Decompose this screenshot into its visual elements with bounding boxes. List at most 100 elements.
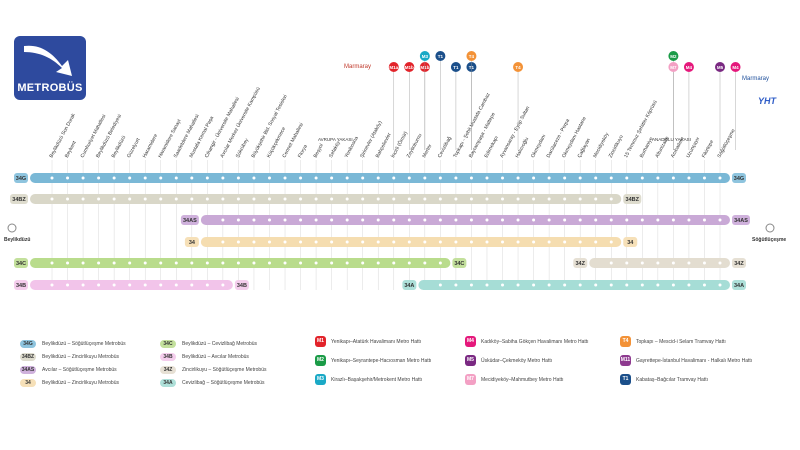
stop-dot — [190, 197, 194, 201]
route-bar[interactable] — [30, 258, 451, 268]
stop-dot — [361, 218, 365, 222]
station-label[interactable]: Sefaköy — [328, 140, 342, 159]
stop-dot — [392, 176, 396, 180]
station-label[interactable]: Florya — [297, 144, 309, 159]
station-label[interactable]: Halıcıoğlu — [515, 136, 531, 159]
route-34a[interactable]: 34A 34A — [402, 280, 746, 290]
stop-dot — [516, 283, 520, 287]
stop-dot — [501, 197, 505, 201]
asia-side-label: ANADOLU YAKASI — [652, 137, 691, 142]
legend-route-name: Beylikdüzü – Söğütlüçeşme Metrobüs — [42, 341, 126, 347]
route-bar[interactable] — [30, 173, 730, 183]
transfer-badge[interactable] — [450, 62, 461, 72]
transfer-badge[interactable] — [404, 62, 415, 72]
station-label[interactable]: Okmeydanı — [530, 134, 547, 159]
legend-route-badge: 34 — [20, 379, 36, 387]
route-bar[interactable] — [418, 280, 730, 290]
stop-dot — [687, 261, 691, 265]
route-34c[interactable]: 34C 34C — [14, 258, 467, 268]
transfer-badge-text: M5 — [717, 65, 724, 70]
stop-dot — [407, 197, 411, 201]
stop-dot — [407, 218, 411, 222]
transfer-badge-text: T4 — [515, 65, 521, 70]
stop-dot — [299, 240, 303, 244]
transfer-badge[interactable] — [466, 51, 477, 61]
stop-dot — [81, 283, 85, 287]
route-code-text: 34C — [16, 261, 26, 267]
station-label[interactable]: Beşyol — [313, 143, 325, 159]
stop-dot — [81, 176, 85, 180]
station-label[interactable]: Cevizlibağ — [437, 136, 453, 159]
route-bar[interactable] — [30, 280, 233, 290]
route-34[interactable]: 34 34 — [184, 237, 638, 247]
stop-dot — [314, 261, 318, 265]
route-34as[interactable]: 34AS 34AS — [180, 215, 750, 225]
legend-route-badge: 34A — [160, 379, 176, 387]
station-label[interactable]: Fikirtepe — [701, 139, 715, 159]
route-34b[interactable]: 34B 34B — [14, 280, 249, 290]
stop-dot — [594, 197, 598, 201]
stop-dot — [563, 240, 567, 244]
route-34g[interactable]: 34G 34G — [14, 173, 746, 183]
station-label[interactable]: Edirnekapı — [483, 135, 500, 159]
route-bar[interactable] — [200, 237, 622, 247]
route-code-text: 34 — [189, 240, 196, 246]
stop-dot — [532, 197, 536, 201]
stop-dot — [640, 261, 644, 265]
transfer-badge[interactable] — [668, 62, 679, 72]
stop-dot — [330, 176, 334, 180]
route-code-text: 34B — [16, 283, 26, 289]
station-label[interactable]: Söğütlüçeşme — [716, 128, 736, 159]
stop-dot — [485, 197, 489, 201]
stop-dot — [640, 218, 644, 222]
stop-dot — [221, 283, 225, 287]
route-code-badge-start — [10, 194, 28, 204]
transfer-badge[interactable] — [683, 62, 694, 72]
station-label[interactable]: Beykent — [64, 140, 78, 159]
stop-dot — [190, 283, 194, 287]
route-34z[interactable]: 34Z 34Z — [573, 258, 746, 268]
stop-dot — [501, 176, 505, 180]
station-label[interactable]: Çağlayan — [577, 137, 592, 159]
route-34bz[interactable]: 34BZ 34BZ — [10, 194, 642, 204]
route-bar[interactable] — [200, 215, 730, 225]
stop-dot — [547, 176, 551, 180]
transfer-badge[interactable] — [668, 51, 679, 61]
stop-dot — [578, 218, 582, 222]
stop-dot — [702, 261, 706, 265]
metrobus-logo: METROBÜS — [14, 36, 86, 100]
stop-dot — [702, 218, 706, 222]
route-code-text: 34A — [404, 283, 414, 289]
route-bar[interactable] — [589, 258, 730, 268]
route-code-badge-end — [452, 258, 467, 268]
route-code-text: 34AS — [183, 218, 197, 224]
route-bar[interactable] — [30, 194, 622, 204]
route-code-text: 34A — [734, 283, 744, 289]
transfer-badge[interactable] — [715, 62, 725, 72]
stop-dot — [97, 283, 101, 287]
route-code-text: 34G — [734, 176, 744, 182]
stop-dot — [547, 218, 551, 222]
stop-dot — [687, 283, 691, 287]
stop-dot — [438, 283, 442, 287]
stop-dot — [267, 176, 271, 180]
station-label[interactable]: Zincirlikuyu — [608, 134, 625, 159]
transfer-badge[interactable] — [513, 62, 524, 72]
legend-route-name: Beylikdüzü – Zincirlikuyu Metrobüs — [42, 380, 119, 386]
station-label[interactable]: Merter — [421, 143, 433, 159]
station-label[interactable]: Beylikdüzü — [111, 135, 128, 159]
transfer-badge[interactable] — [730, 62, 741, 72]
transfer-badge[interactable] — [419, 51, 430, 61]
route-code-text: 34C — [454, 261, 464, 267]
route-code-badge-start — [180, 215, 199, 225]
stop-dot — [97, 176, 101, 180]
station-label[interactable]: Ayvansaray - Eyüp Sultan — [499, 105, 531, 159]
station-label[interactable]: Güzelyurt — [126, 137, 142, 159]
station-label[interactable]: Şükrübey — [235, 137, 250, 159]
stop-dot — [594, 283, 598, 287]
transfer-badge[interactable] — [435, 51, 446, 61]
stop-dot — [563, 197, 567, 201]
transfer-badge[interactable] — [388, 62, 399, 72]
stop-dot — [454, 176, 458, 180]
stop-dot — [143, 283, 147, 287]
